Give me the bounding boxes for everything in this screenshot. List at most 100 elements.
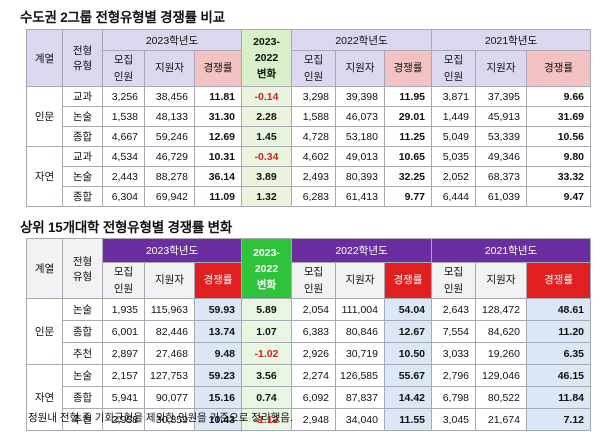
applicants-header-2023: 지원자 <box>144 50 195 87</box>
category-header: 계열 <box>26 29 63 87</box>
applicants-2023-cell: 82,446 <box>144 320 195 343</box>
applicants-2023-cell: 59,246 <box>144 126 195 147</box>
rate-header-2022: 경쟁률 <box>384 262 432 299</box>
applicants-2023-cell: 88,278 <box>144 166 195 187</box>
seats-2022-cell: 4,602 <box>291 146 336 167</box>
seats-2021-cell: 5,049 <box>431 126 476 147</box>
applicants-2021-cell: 21,674 <box>475 408 527 431</box>
table1-title: 수도권 2그룹 전형유형별 경쟁률 비교 <box>20 10 225 25</box>
applicants-2022-cell: 80,846 <box>335 320 385 343</box>
seats-header-2023: 모집 인원 <box>102 262 145 299</box>
seats-header-2022: 모집 인원 <box>291 262 336 299</box>
diff-cell: 5.89 <box>241 298 292 321</box>
seats-header-2022: 모집 인원 <box>291 50 336 87</box>
seats-2022-cell: 6,092 <box>291 386 336 409</box>
applicants-2021-cell: 61,039 <box>475 186 527 207</box>
seats-2022-cell: 2,274 <box>291 364 336 387</box>
category-cell: 인문 <box>26 298 63 365</box>
table2: 계열 전형 유형 2023학년도 2023- 2022 변화 2022학년도 2021학년도 모집… <box>26 238 591 431</box>
rate-2023-cell: 59.23 <box>194 364 242 387</box>
seats-2022-cell: 4,728 <box>291 126 336 147</box>
applicants-2022-cell: 61,413 <box>335 186 385 207</box>
diff-cell: 3.56 <box>241 364 292 387</box>
seats-2023-cell: 6,304 <box>102 186 145 207</box>
applicants-2022-cell: 87,837 <box>335 386 385 409</box>
seats-header-2023: 모집 인원 <box>102 50 145 87</box>
table-row: 자연 교과 4,534 46,729 10.31 -0.34 4,602 49,013 10.6… <box>26 146 591 207</box>
seats-2021-cell: 2,643 <box>431 298 476 321</box>
rate-2023-cell: 11.81 <box>194 86 242 107</box>
table-row: 추천 2,897 27,468 9.48 -1.02 2,926 30,719 10.50 3,… <box>27 342 591 365</box>
applicants-2021-cell: 45,913 <box>475 106 527 127</box>
applicants-2023-cell: 38,456 <box>144 86 195 107</box>
seats-2023-cell: 4,667 <box>102 126 145 147</box>
diff-cell: 1.32 <box>241 186 292 207</box>
type-cell: 추천 <box>62 342 103 365</box>
seats-2021-cell: 3,045 <box>431 408 476 431</box>
seats-2021-cell: 2,052 <box>431 166 476 187</box>
rate-header-2021: 경쟁률 <box>526 50 591 87</box>
applicants-header-2023: 지원자 <box>144 262 195 299</box>
type-header: 전형 유형 <box>62 238 103 299</box>
footnote: 정원내 전형 중 기회균형을 제외한 인원을 기준으로 정리했음. <box>28 412 293 424</box>
year-2022-header: 2022학년도 <box>291 29 432 51</box>
type-cell: 종합 <box>62 186 103 207</box>
rate-2021-cell: 48.61 <box>526 298 591 321</box>
rate-2023-cell: 11.09 <box>194 186 242 207</box>
table-row: 논술 2,443 88,278 36.14 3.89 2,493 80,393 32.25 2,… <box>27 166 591 187</box>
type-cell: 논술 <box>62 298 103 321</box>
seats-2022-cell: 3,298 <box>291 86 336 107</box>
applicants-2023-cell: 46,729 <box>144 146 195 167</box>
seats-2023-cell: 2,443 <box>102 166 145 187</box>
rate-2022-cell: 9.77 <box>384 186 432 207</box>
rate-2021-cell: 31.69 <box>526 106 591 127</box>
seats-2021-cell: 3,033 <box>431 342 476 365</box>
type-cell: 논술 <box>62 166 103 187</box>
type-cell: 종합 <box>62 320 103 343</box>
rate-2021-cell: 9.66 <box>526 86 591 107</box>
applicants-2022-cell: 53,180 <box>335 126 385 147</box>
applicants-2021-cell: 68,373 <box>475 166 527 187</box>
year-2022-header: 2022학년도 <box>291 238 432 263</box>
rate-2021-cell: 7.12 <box>526 408 591 431</box>
table-row: 추천 2,958 30,859 10.43 -1.12 2,948 34,040 11.55 3… <box>27 408 591 431</box>
year-2023-header: 2023학년도 <box>102 238 242 263</box>
applicants-header-2022: 지원자 <box>335 262 385 299</box>
table-row: 인문 교과 3,256 38,456 11.81 -0.14 3,298 39,398 11.9… <box>26 86 591 147</box>
type-cell: 종합 <box>62 386 103 409</box>
seats-2022-cell: 2,054 <box>291 298 336 321</box>
rate-header-2021: 경쟁률 <box>526 262 591 299</box>
applicants-2022-cell: 30,719 <box>335 342 385 365</box>
category-cell: 자연 <box>26 146 63 207</box>
applicants-header-2021: 지원자 <box>475 50 527 87</box>
applicants-2021-cell: 84,620 <box>475 320 527 343</box>
seats-2022-cell: 6,283 <box>291 186 336 207</box>
seats-2022-cell: 1,588 <box>291 106 336 127</box>
rate-2023-cell: 59.93 <box>194 298 242 321</box>
seats-2023-cell: 1,538 <box>102 106 145 127</box>
seats-2023-cell: 3,256 <box>102 86 145 107</box>
seats-2022-cell: 2,948 <box>291 408 336 431</box>
table1: 계열 전형 유형 2023학년도 2023- 2022 변화 2022학년도 2021학년도 모집… <box>26 29 591 207</box>
rate-2023-cell: 36.14 <box>194 166 242 187</box>
applicants-2023-cell: 115,963 <box>144 298 195 321</box>
applicants-header-2022: 지원자 <box>335 50 385 87</box>
rate-2022-cell: 29.01 <box>384 106 432 127</box>
rate-2023-cell: 15.16 <box>194 386 242 409</box>
applicants-2023-cell: 48,133 <box>144 106 195 127</box>
rate-2022-cell: 12.67 <box>384 320 432 343</box>
seats-2022-cell: 2,926 <box>291 342 336 365</box>
seats-header-2021: 모집 인원 <box>431 50 476 87</box>
applicants-2021-cell: 49,346 <box>475 146 527 167</box>
diff-cell: -0.14 <box>241 86 292 107</box>
diff-cell: 1.45 <box>241 126 292 147</box>
applicants-2021-cell: 53,339 <box>475 126 527 147</box>
rate-2021-cell: 6.35 <box>526 342 591 365</box>
diff-cell: -1.12 <box>241 408 292 431</box>
seats-2023-cell: 2,157 <box>102 364 145 387</box>
rate-2022-cell: 32.25 <box>384 166 432 187</box>
applicants-2022-cell: 39,398 <box>335 86 385 107</box>
type-cell: 논술 <box>62 106 103 127</box>
applicants-2021-cell: 129,046 <box>475 364 527 387</box>
seats-2021-cell: 6,444 <box>431 186 476 207</box>
